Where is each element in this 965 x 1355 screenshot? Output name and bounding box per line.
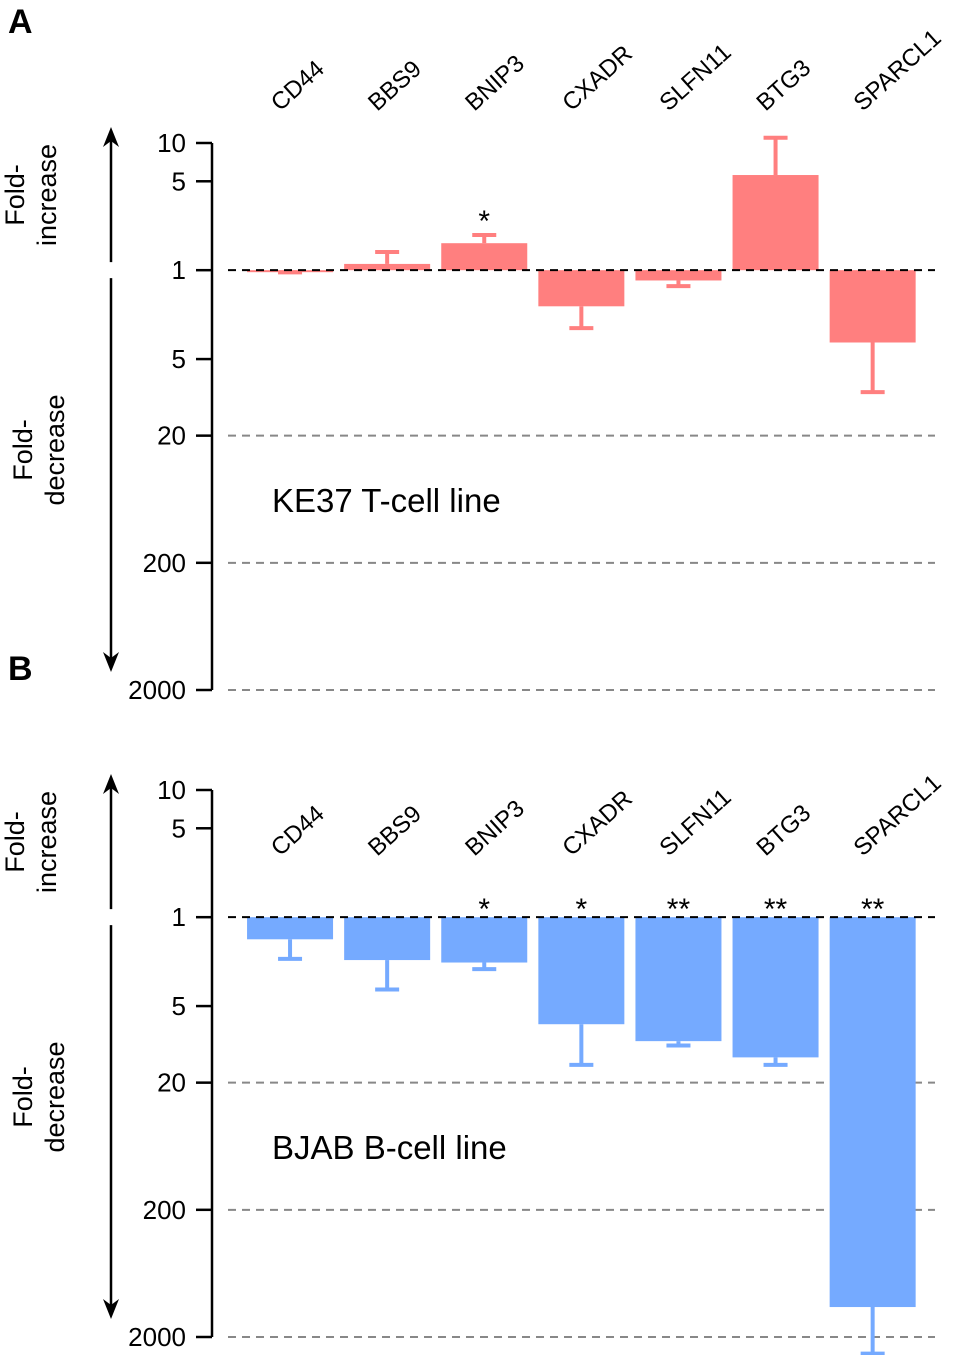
y-tick-label: 2000	[128, 1322, 186, 1352]
bar	[732, 175, 819, 271]
significance: *	[478, 893, 490, 926]
decrease-label: decrease	[40, 1041, 70, 1152]
y-tick-label: 10	[157, 128, 186, 158]
y-tick-label: 20	[157, 1068, 186, 1098]
bar	[635, 270, 722, 281]
y-tick-label: 10	[157, 775, 186, 805]
x-tick-label: CD44	[266, 800, 330, 861]
y-tick-label: 1	[172, 255, 186, 285]
x-tick-label: CXADR	[557, 40, 638, 116]
bar	[732, 917, 819, 1058]
bar	[441, 917, 528, 963]
y-tick-label: 5	[172, 991, 186, 1021]
x-tick-label: BBS9	[363, 55, 427, 116]
x-tick-label: BTG3	[751, 799, 816, 861]
increase-label: increase	[32, 791, 62, 893]
significance: *	[478, 205, 490, 238]
decrease-label: Fold-	[8, 1066, 38, 1128]
increase-label: increase	[32, 144, 62, 246]
x-tick-label: BTG3	[751, 54, 816, 116]
x-tick-label: BNIP3	[460, 50, 530, 116]
panel-label: A	[8, 3, 33, 41]
bar	[344, 917, 431, 961]
y-tick-label: 5	[172, 344, 186, 374]
bar	[829, 917, 916, 1308]
significance: *	[576, 893, 588, 926]
panel-title: KE37 T-cell line	[272, 482, 501, 519]
significance: **	[667, 893, 691, 926]
panel-title: BJAB B-cell line	[272, 1129, 507, 1166]
x-tick-label: BBS9	[363, 800, 427, 861]
decrease-label: decrease	[40, 394, 70, 505]
bar	[344, 263, 431, 271]
increase-label: Fold-	[0, 811, 30, 873]
decrease-label: Fold-	[8, 419, 38, 481]
bar	[441, 243, 528, 271]
bar	[538, 270, 625, 307]
y-tick-label: 200	[143, 548, 186, 578]
y-tick-label: 2000	[128, 675, 186, 705]
x-tick-label: SPARCL1	[849, 769, 947, 861]
y-tick-label: 5	[172, 813, 186, 843]
x-tick-label: SLFN11	[654, 784, 736, 862]
y-tick-label: 1	[172, 902, 186, 932]
x-tick-label: SLFN11	[654, 39, 736, 117]
panel-label: B	[8, 650, 33, 688]
x-tick-label: CXADR	[557, 785, 638, 861]
significance: **	[764, 893, 788, 926]
bar	[829, 270, 916, 343]
increase-label: Fold-	[0, 164, 30, 226]
x-tick-label: CD44	[266, 55, 330, 116]
y-tick-label: 200	[143, 1195, 186, 1225]
bar	[538, 917, 625, 1025]
bar	[247, 917, 334, 940]
y-tick-label: 20	[157, 421, 186, 451]
significance: **	[861, 893, 885, 926]
y-tick-label: 5	[172, 166, 186, 196]
x-tick-label: SPARCL1	[849, 24, 947, 116]
bar	[635, 917, 722, 1042]
x-tick-label: BNIP3	[460, 795, 530, 861]
